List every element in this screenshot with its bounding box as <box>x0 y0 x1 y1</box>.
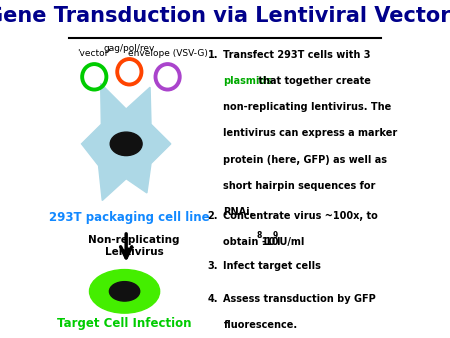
Text: that together create: that together create <box>255 76 370 86</box>
Text: lentivirus can express a marker: lentivirus can express a marker <box>223 128 398 139</box>
Text: -10: -10 <box>261 237 279 247</box>
Text: 4.: 4. <box>207 294 218 304</box>
Text: non-replicating lentivirus. The: non-replicating lentivirus. The <box>223 102 392 112</box>
Text: 8: 8 <box>256 231 262 240</box>
Text: Assess transduction by GFP: Assess transduction by GFP <box>223 294 376 304</box>
Text: RNAi.: RNAi. <box>223 207 254 217</box>
Text: 2.: 2. <box>207 211 218 221</box>
Ellipse shape <box>109 282 140 301</box>
Text: Target Cell Infection: Target Cell Infection <box>57 317 192 330</box>
Text: Transfect 293T cells with 3: Transfect 293T cells with 3 <box>223 50 374 60</box>
Text: Non-replicating
Lentivirus: Non-replicating Lentivirus <box>88 235 180 257</box>
Text: IU/ml: IU/ml <box>276 237 304 247</box>
Text: Gene Transduction via Lentiviral Vectors: Gene Transduction via Lentiviral Vectors <box>0 6 450 26</box>
Text: Concentrate virus ~100x, to: Concentrate virus ~100x, to <box>223 211 378 221</box>
Text: 293T packaging cell line: 293T packaging cell line <box>49 211 210 224</box>
Text: short hairpin sequences for: short hairpin sequences for <box>223 181 376 191</box>
Text: Infect target cells: Infect target cells <box>223 261 321 271</box>
Text: 9: 9 <box>273 231 278 240</box>
Text: gag/pol/rev: gag/pol/rev <box>104 44 155 53</box>
Text: envelope (VSV-G): envelope (VSV-G) <box>128 49 207 58</box>
Text: 'vector': 'vector' <box>77 49 111 58</box>
Polygon shape <box>81 83 171 200</box>
Text: fluorescence.: fluorescence. <box>223 320 297 330</box>
Text: 3.: 3. <box>207 261 218 271</box>
Text: protein (here, GFP) as well as: protein (here, GFP) as well as <box>223 154 387 165</box>
Ellipse shape <box>90 270 160 313</box>
Ellipse shape <box>110 132 142 155</box>
Text: plasmids: plasmids <box>223 76 273 86</box>
Text: 1.: 1. <box>207 50 218 60</box>
Text: obtain 10: obtain 10 <box>223 237 276 247</box>
